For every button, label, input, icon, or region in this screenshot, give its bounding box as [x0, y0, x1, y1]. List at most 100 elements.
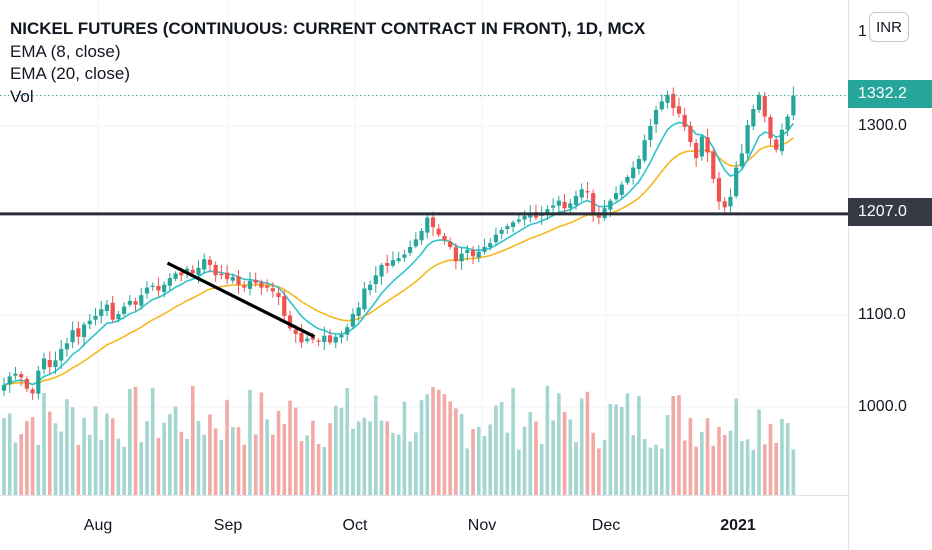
volume-bar — [637, 396, 641, 495]
volume-bar — [128, 388, 132, 495]
volume-bar — [82, 417, 86, 495]
candle — [728, 188, 733, 214]
volume-bar — [700, 431, 704, 495]
candle — [516, 215, 521, 224]
volume-bar — [316, 444, 321, 495]
volume-bar — [528, 411, 533, 495]
volume-bar — [734, 398, 738, 495]
drawing-overlays — [0, 95, 848, 339]
candle — [659, 94, 664, 112]
time-label-2021: 2021 — [720, 517, 756, 534]
candle — [219, 264, 224, 280]
volume-bar — [276, 410, 281, 495]
volume-bar — [717, 426, 721, 495]
candle — [13, 366, 18, 380]
candle — [207, 256, 213, 273]
candle — [682, 107, 687, 132]
candle — [739, 144, 744, 170]
volume-bar — [654, 444, 658, 495]
volume-bar — [196, 421, 201, 495]
candle — [339, 331, 344, 344]
volume-bar — [396, 434, 401, 495]
volume-bar — [740, 441, 744, 495]
candle — [110, 295, 115, 323]
candle — [756, 91, 762, 113]
volume-bar — [253, 434, 258, 495]
volume-bar — [705, 418, 710, 495]
volume-bar — [173, 406, 178, 495]
candle — [768, 114, 773, 146]
candle — [459, 247, 464, 270]
candle — [762, 92, 767, 123]
candle — [568, 198, 573, 215]
volume-bar — [202, 434, 206, 495]
volume-bar — [259, 392, 264, 495]
ema20-legend[interactable]: EMA (20, close) — [10, 64, 130, 83]
candle — [247, 272, 253, 296]
volume-bar — [30, 417, 35, 495]
volume-bar — [505, 432, 510, 495]
currency-button[interactable]: INR — [869, 12, 909, 42]
volume-bar — [459, 413, 464, 495]
volume-bar — [145, 421, 149, 495]
candle — [305, 333, 310, 344]
candle — [270, 282, 275, 298]
candle — [482, 238, 487, 255]
candle — [224, 264, 230, 285]
volume-bar — [185, 438, 189, 495]
volume-bar — [213, 428, 218, 495]
candle — [362, 281, 367, 312]
price-label-1300: 1300.0 — [858, 117, 907, 134]
candle — [413, 232, 418, 249]
volume-legend[interactable]: Vol — [10, 86, 34, 106]
volume-bar — [122, 446, 126, 495]
volume-bar — [116, 438, 121, 495]
volume-bar — [534, 421, 538, 495]
volume-bar — [293, 407, 298, 495]
candle — [648, 118, 653, 148]
volume-bar — [476, 426, 481, 495]
candle — [694, 138, 699, 167]
candle — [144, 281, 150, 299]
volume-bar — [745, 439, 750, 495]
candle — [167, 273, 172, 292]
candle — [373, 266, 378, 293]
candle — [345, 323, 350, 341]
candle — [465, 245, 470, 261]
candle — [322, 326, 327, 351]
candle — [36, 366, 41, 400]
volume-bar — [391, 432, 395, 495]
candle — [64, 337, 70, 357]
candle — [70, 321, 75, 349]
volume-bar — [642, 439, 647, 495]
volume-bar — [385, 421, 390, 495]
volume-bar — [442, 394, 447, 495]
volume-bar — [574, 441, 578, 495]
candle — [385, 254, 390, 274]
candle — [408, 240, 413, 256]
ema8-legend[interactable]: EMA (8, close) — [10, 41, 121, 61]
volume-bar — [179, 431, 184, 495]
candle — [453, 243, 458, 270]
symbol-title[interactable]: NICKEL FUTURES (CONTINUOUS: CURRENT CONT… — [10, 19, 646, 38]
candle — [642, 134, 647, 163]
volume-bar — [431, 387, 435, 495]
volume-bar — [311, 420, 315, 495]
volume-bar — [70, 407, 75, 495]
time-label-sep: Sep — [213, 517, 243, 534]
volume-bar — [539, 444, 544, 495]
volume-bar — [625, 393, 630, 495]
candle — [425, 213, 430, 239]
volume-bar — [757, 409, 761, 495]
volume-bar — [402, 401, 407, 495]
trend-line[interactable] — [166, 261, 316, 339]
volume-bar — [465, 448, 470, 495]
volume-bar — [494, 405, 498, 495]
volume-bar — [328, 423, 332, 495]
volume-bar — [208, 414, 212, 495]
volume-bar — [562, 411, 567, 495]
candle — [711, 148, 716, 184]
volume-bar — [602, 439, 607, 495]
candle — [367, 280, 373, 296]
